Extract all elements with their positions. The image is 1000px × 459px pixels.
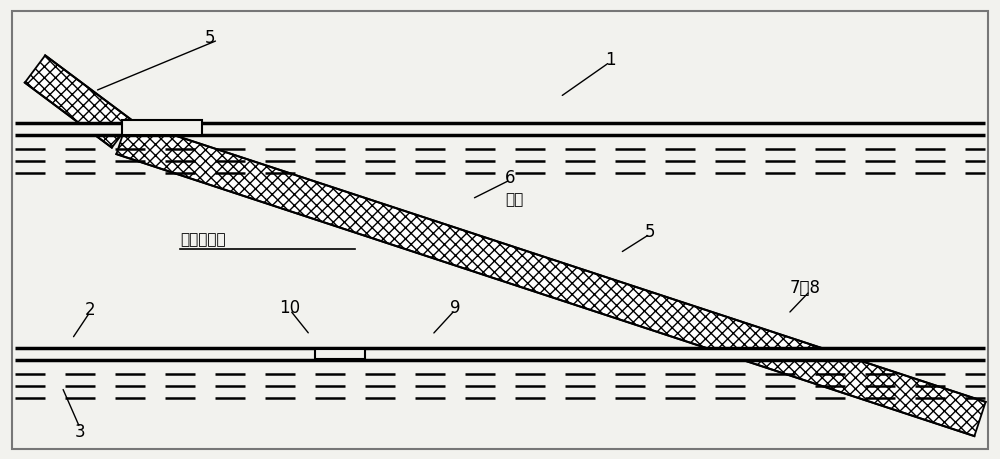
Text: 5: 5: [645, 223, 655, 241]
Text: 2: 2: [85, 300, 95, 318]
Polygon shape: [25, 56, 132, 148]
Polygon shape: [116, 121, 986, 436]
Bar: [315, 349, 365, 359]
Text: 9: 9: [450, 298, 460, 316]
Text: 10: 10: [279, 298, 301, 316]
Text: 3: 3: [75, 422, 85, 440]
Text: 6: 6: [505, 168, 515, 187]
Text: 顺层长钒孔: 顺层长钒孔: [180, 232, 226, 247]
Text: 7，8: 7，8: [790, 279, 821, 297]
Text: 煎层: 煎层: [505, 192, 523, 207]
Bar: [122, 121, 202, 135]
Text: 5: 5: [205, 29, 215, 47]
Bar: [15, 124, 985, 136]
Text: 1: 1: [605, 51, 615, 69]
Bar: [15, 348, 985, 360]
